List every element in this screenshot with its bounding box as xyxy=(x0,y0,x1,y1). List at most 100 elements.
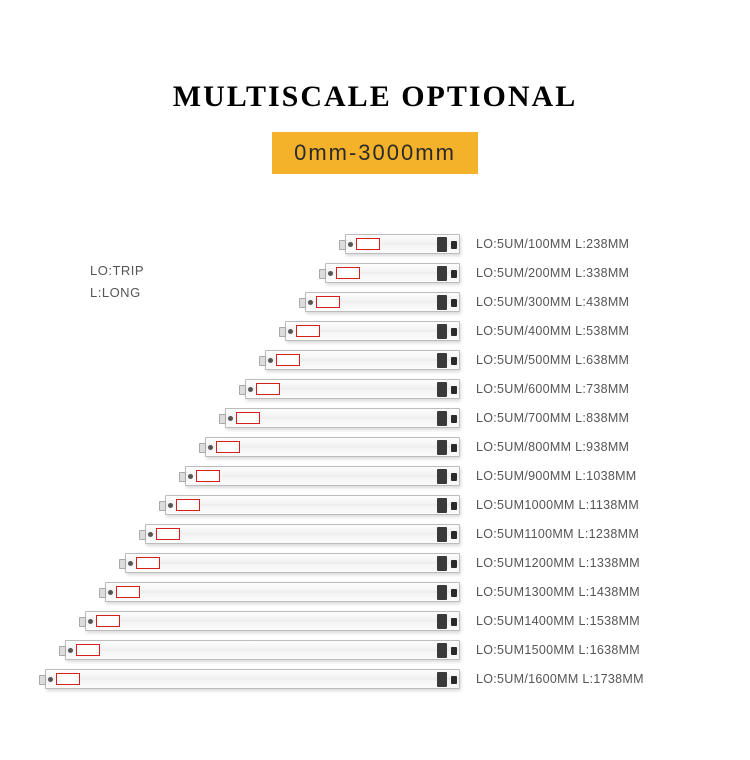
scale-row: LO:5UM/500MM L:638MM xyxy=(30,345,720,374)
bar-reader-head xyxy=(437,324,447,339)
bar-hole-left xyxy=(268,358,273,363)
scale-row: LO:5UM1400MM L:1538MM xyxy=(30,606,720,635)
bar-zone xyxy=(30,263,460,283)
scale-bar xyxy=(165,495,460,515)
bar-zone xyxy=(30,234,460,254)
bar-cap-left xyxy=(139,530,146,540)
bar-hole-left xyxy=(48,677,53,682)
scale-label: LO:5UM/900MM L:1038MM xyxy=(460,469,637,483)
bar-cap-left xyxy=(219,414,226,424)
bar-reader-head xyxy=(437,411,447,426)
scale-label: LO:5UM1200MM L:1338MM xyxy=(460,556,640,570)
bar-zone xyxy=(30,292,460,312)
scale-label: LO:5UM1100MM L:1238MM xyxy=(460,527,639,541)
scale-bar xyxy=(85,611,460,631)
scale-label: LO:5UM1400MM L:1538MM xyxy=(460,614,640,628)
bar-zone xyxy=(30,466,460,486)
scale-chart: LO:5UM/100MM L:238MM LO:5UM/200MM L:338MM… xyxy=(30,229,720,693)
range-badge: 0mm-3000mm xyxy=(272,132,478,174)
bar-cap-left xyxy=(239,385,246,395)
bar-hole-left xyxy=(208,445,213,450)
bar-reader-head xyxy=(437,556,447,571)
bar-cap-left xyxy=(299,298,306,308)
bar-cap-left xyxy=(199,443,206,453)
bar-reader-head xyxy=(437,237,447,252)
bar-hole-left xyxy=(68,648,73,653)
bar-zone xyxy=(30,379,460,399)
scale-row: LO:5UM1200MM L:1338MM xyxy=(30,548,720,577)
scale-row: LO:5UM1000MM L:1138MM xyxy=(30,490,720,519)
bar-cap-left xyxy=(159,501,166,511)
bar-reader-head xyxy=(437,614,447,629)
bar-hole-left xyxy=(88,619,93,624)
bar-zone xyxy=(30,640,460,660)
bar-reader-head xyxy=(437,527,447,542)
scale-label: LO:5UM/500MM L:638MM xyxy=(460,353,629,367)
scale-bar xyxy=(65,640,460,660)
bar-zone xyxy=(30,437,460,457)
scale-row: LO:5UM/200MM L:338MM xyxy=(30,258,720,287)
scale-row: LO:5UM/800MM L:938MM xyxy=(30,432,720,461)
bar-reader-head xyxy=(437,672,447,687)
bar-cap-left xyxy=(79,617,86,627)
bar-zone xyxy=(30,408,460,428)
bar-cap-left xyxy=(99,588,106,598)
bar-cap-left xyxy=(279,327,286,337)
scale-row: LO:5UM/300MM L:438MM xyxy=(30,287,720,316)
scale-bar xyxy=(305,292,460,312)
bar-zone xyxy=(30,669,460,689)
bar-reader-head xyxy=(437,266,447,281)
scale-bar xyxy=(145,524,460,544)
bar-cap-left xyxy=(339,240,346,250)
scale-bar xyxy=(105,582,460,602)
scale-bar xyxy=(265,350,460,370)
bar-hole-left xyxy=(328,271,333,276)
scale-label: LO:5UM1500MM L:1638MM xyxy=(460,643,640,657)
scale-label: LO:5UM/700MM L:838MM xyxy=(460,411,629,425)
scale-bar xyxy=(185,466,460,486)
scale-label: LO:5UM/300MM L:438MM xyxy=(460,295,629,309)
bar-hole-left xyxy=(288,329,293,334)
bar-hole-left xyxy=(248,387,253,392)
bar-reader-head xyxy=(437,295,447,310)
scale-label: LO:5UM/100MM L:238MM xyxy=(460,237,629,251)
bar-hole-left xyxy=(168,503,173,508)
scale-bar xyxy=(325,263,460,283)
bar-zone xyxy=(30,582,460,602)
scale-row: LO:5UM/400MM L:538MM xyxy=(30,316,720,345)
bar-reader-head xyxy=(437,498,447,513)
scale-row: LO:5UM/700MM L:838MM xyxy=(30,403,720,432)
scale-bar xyxy=(225,408,460,428)
bar-zone xyxy=(30,553,460,573)
bar-hole-left xyxy=(108,590,113,595)
scale-bar xyxy=(205,437,460,457)
scale-label: LO:5UM/200MM L:338MM xyxy=(460,266,629,280)
bar-cap-left xyxy=(119,559,126,569)
scale-row: LO:5UM1500MM L:1638MM xyxy=(30,635,720,664)
scale-label: LO:5UM1300MM L:1438MM xyxy=(460,585,640,599)
scale-row: LO:5UM/900MM L:1038MM xyxy=(30,461,720,490)
bar-hole-left xyxy=(148,532,153,537)
scale-row: LO:5UM1100MM L:1238MM xyxy=(30,519,720,548)
bar-hole-left xyxy=(348,242,353,247)
scale-bar xyxy=(245,379,460,399)
bar-hole-left xyxy=(188,474,193,479)
bar-hole-left xyxy=(308,300,313,305)
scale-row: LO:5UM/100MM L:238MM xyxy=(30,229,720,258)
scale-bar xyxy=(125,553,460,573)
bar-cap-left xyxy=(39,675,46,685)
bar-cap-left xyxy=(259,356,266,366)
scale-row: LO:5UM1300MM L:1438MM xyxy=(30,577,720,606)
scale-label: LO:5UM/1600MM L:1738MM xyxy=(460,672,644,686)
bar-zone xyxy=(30,321,460,341)
scale-bar xyxy=(285,321,460,341)
bar-reader-head xyxy=(437,440,447,455)
bar-zone xyxy=(30,524,460,544)
scale-row: LO:5UM/1600MM L:1738MM xyxy=(30,664,720,693)
bar-zone xyxy=(30,495,460,515)
bar-reader-head xyxy=(437,382,447,397)
bar-hole-left xyxy=(228,416,233,421)
bar-reader-head xyxy=(437,585,447,600)
scale-bar xyxy=(345,234,460,254)
bar-reader-head xyxy=(437,353,447,368)
